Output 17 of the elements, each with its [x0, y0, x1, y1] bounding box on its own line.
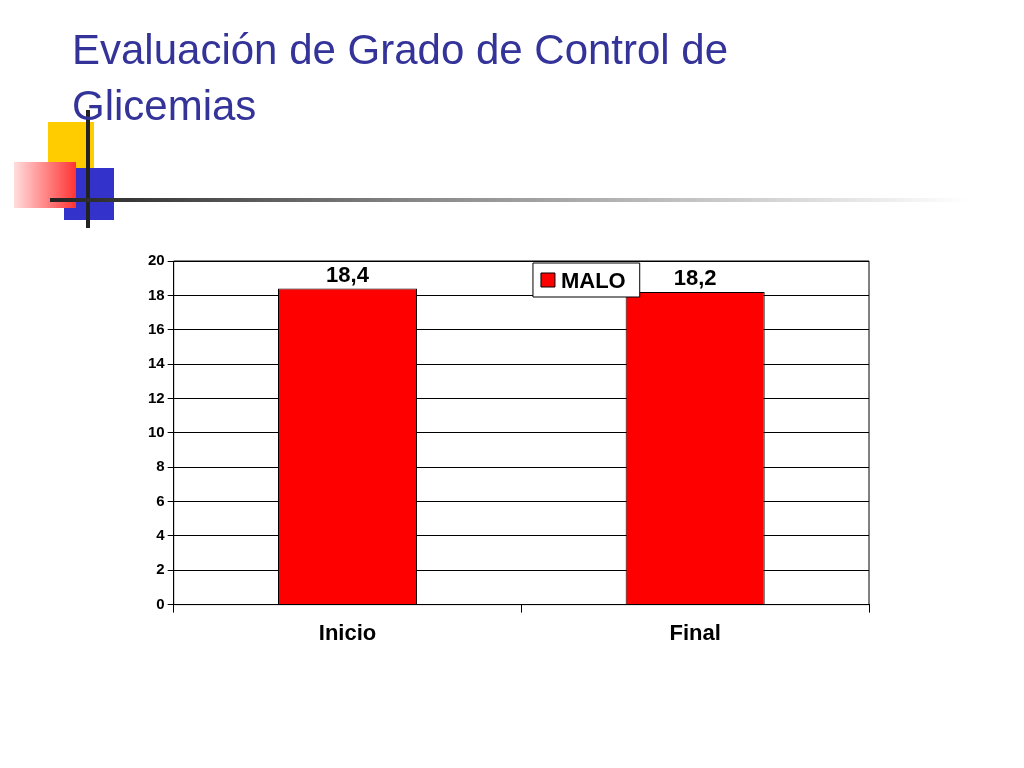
x-tick-label: Inicio: [318, 619, 377, 645]
y-tick-label: 6: [156, 491, 165, 509]
y-tick-label: 12: [148, 388, 165, 406]
data-label: 18,2: [673, 264, 717, 290]
y-tick-label: 0: [156, 594, 165, 612]
x-tick-label: Final: [669, 619, 721, 645]
y-tick-label: 14: [148, 354, 166, 372]
y-tick-label: 4: [156, 526, 166, 544]
y-tick-label: 2: [156, 560, 165, 578]
y-tick-label: 20: [148, 251, 165, 269]
y-tick-label: 18: [148, 285, 165, 303]
data-label: 18,4: [326, 261, 370, 287]
y-tick-label: 8: [156, 457, 165, 475]
y-tick-label: 10: [148, 422, 165, 440]
legend-label: MALO: [560, 268, 626, 294]
y-tick-label: 16: [148, 319, 165, 337]
chart-title: Evaluación de Grado de Control de Glicemias: [72, 25, 730, 131]
